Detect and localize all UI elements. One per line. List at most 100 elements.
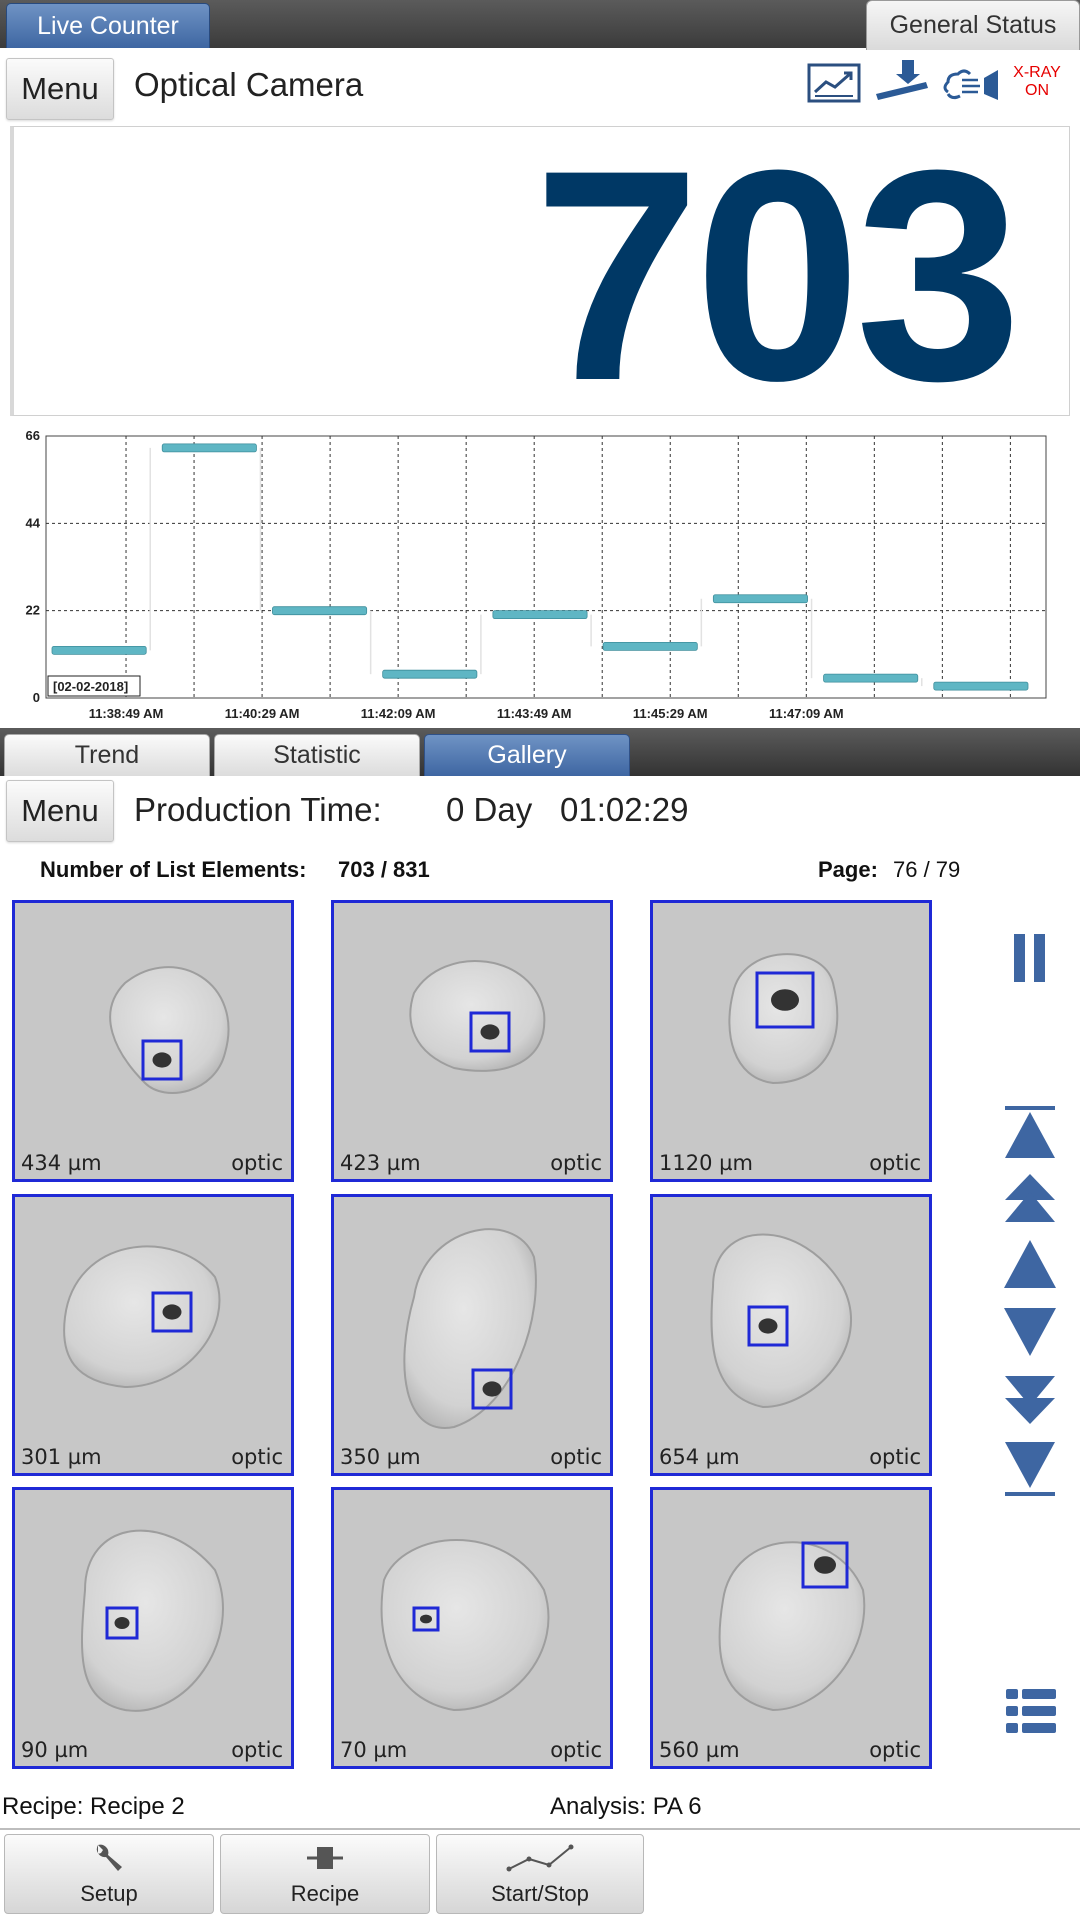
chart-bar — [602, 641, 698, 651]
detection-source: optic — [869, 1445, 921, 1469]
production-time-label: Production Time: — [134, 791, 382, 828]
list-elements-label: Number of List Elements: — [40, 857, 307, 882]
first-page-icon[interactable] — [1000, 1104, 1060, 1162]
gallery-thumbnail[interactable]: 560 µm optic — [650, 1487, 932, 1769]
menu-button[interactable]: Menu — [6, 58, 114, 120]
particle-size: 434 µm — [21, 1151, 102, 1175]
wrench-icon — [96, 1844, 122, 1871]
tab-statistic[interactable]: Statistic — [214, 734, 420, 776]
chart-bar — [823, 673, 919, 683]
recipe-icon — [307, 1847, 343, 1869]
setup-button[interactable]: Setup — [4, 1834, 214, 1914]
particle-image — [15, 1490, 291, 1766]
particle-image — [653, 903, 929, 1179]
gallery-thumbnail[interactable]: 350 µm optic — [331, 1194, 613, 1476]
chart-y-tick-label: 66 — [26, 428, 40, 443]
page-down-fast-icon[interactable] — [1000, 1374, 1060, 1426]
trend-chart: 0 22 44 66 11:38:49 AM 11:40:29 AM 11:42:09 AM… — [26, 428, 1047, 721]
particle-image — [15, 1197, 291, 1473]
particle-size: 90 µm — [21, 1738, 89, 1762]
page-up-fast-icon[interactable] — [1000, 1172, 1060, 1224]
air-blast-icon[interactable] — [940, 66, 1002, 104]
production-days: 0 Day — [446, 791, 533, 828]
production-time-value: 01:02:29 — [560, 791, 689, 828]
gallery-thumbnail[interactable]: 434 µm optic — [12, 900, 294, 1182]
trend-line-icon — [506, 1844, 574, 1872]
chart-x-tick-label: 11:42:09 AM — [361, 706, 436, 721]
particle-size: 301 µm — [21, 1445, 102, 1469]
page-down-icon[interactable] — [1000, 1306, 1060, 1358]
xray-status-indicator: X-RAY ON — [1004, 64, 1070, 100]
gallery-thumbnail[interactable]: 301 µm optic — [12, 1194, 294, 1476]
tab-live-counter[interactable]: Live Counter — [6, 3, 210, 48]
last-page-icon[interactable] — [1000, 1440, 1060, 1498]
list-elements-value: 703 / 831 — [338, 857, 430, 882]
chart-x-tick-label: 11:40:29 AM — [225, 706, 300, 721]
analysis-status: Analysis: PA 6 — [550, 1793, 702, 1820]
chart-x-tick-label: 11:43:49 AM — [497, 706, 572, 721]
setup-label: Setup — [80, 1881, 138, 1906]
detection-source: optic — [231, 1445, 283, 1469]
page-title: Optical Camera — [134, 66, 364, 103]
particle-image — [653, 1490, 929, 1766]
chart-plot-area — [45, 435, 1047, 699]
detection-source: optic — [869, 1151, 921, 1175]
gallery-thumbnail[interactable]: 1120 µm optic — [650, 900, 932, 1182]
gallery-thumbnail[interactable]: 70 µm optic — [331, 1487, 613, 1769]
tab-trend[interactable]: Trend — [4, 734, 210, 776]
page-up-icon[interactable] — [1000, 1238, 1060, 1290]
chart-x-tick-label: 11:45:29 AM — [633, 706, 708, 721]
chart-bar — [161, 443, 257, 453]
detection-source: optic — [550, 1445, 602, 1469]
tab-general-status[interactable]: General Status — [866, 0, 1080, 50]
particle-image — [334, 903, 610, 1179]
xray-label: X-RAY — [1013, 64, 1061, 81]
gallery-thumbnail[interactable]: 654 µm optic — [650, 1194, 932, 1476]
start-stop-label: Start/Stop — [491, 1881, 589, 1906]
conveyor-icon[interactable] — [874, 58, 930, 104]
particle-image — [653, 1197, 929, 1473]
chart-y-tick-label: 22 — [26, 603, 40, 618]
counter-panel — [10, 126, 1070, 416]
chart-x-tick-label: 11:47:09 AM — [769, 706, 844, 721]
detection-source: optic — [231, 1151, 283, 1175]
particle-size: 70 µm — [340, 1738, 408, 1762]
chart-bar — [272, 606, 368, 616]
detection-source: optic — [550, 1151, 602, 1175]
trend-report-icon[interactable] — [806, 62, 864, 104]
gallery-thumbnail[interactable]: 90 µm optic — [12, 1487, 294, 1769]
list-view-icon[interactable] — [1000, 1686, 1060, 1738]
live-counter-value: 703 — [533, 107, 1022, 443]
detection-source: optic — [869, 1738, 921, 1762]
page-label: Page: — [818, 857, 878, 882]
recipe-label: Recipe — [290, 1881, 360, 1906]
pause-icon[interactable] — [1000, 930, 1060, 986]
gallery-thumbnail[interactable]: 423 µm optic — [331, 900, 613, 1182]
chart-x-tick-label: 11:38:49 AM — [89, 706, 164, 721]
xray-state: ON — [1025, 82, 1049, 99]
chart-date-text: [02-02-2018] — [53, 679, 128, 694]
gallery-menu-button[interactable]: Menu — [6, 780, 114, 842]
tab-gallery[interactable]: Gallery — [424, 734, 630, 776]
chart-date-label: [02-02-2018] — [47, 675, 141, 697]
recipe-button[interactable]: Recipe — [220, 1834, 430, 1914]
start-stop-button[interactable]: Start/Stop — [436, 1834, 644, 1914]
particle-size: 350 µm — [340, 1445, 421, 1469]
chart-bar — [712, 594, 808, 604]
particle-image — [15, 903, 291, 1179]
chart-bar — [51, 645, 147, 655]
particle-size: 423 µm — [340, 1151, 421, 1175]
chart-bar — [492, 610, 588, 620]
chart-y-tick-label: 44 — [26, 515, 41, 530]
recipe-status: Recipe: Recipe 2 — [2, 1793, 185, 1820]
chart-bar — [933, 681, 1029, 691]
chart-bar — [382, 669, 478, 679]
particle-size: 560 µm — [659, 1738, 740, 1762]
particle-size: 1120 µm — [659, 1151, 753, 1175]
page-value: 76 / 79 — [893, 857, 961, 882]
particle-image — [334, 1197, 610, 1473]
particle-image — [334, 1490, 610, 1766]
detection-source: optic — [550, 1738, 602, 1762]
chart-y-tick-label: 0 — [33, 690, 40, 705]
particle-size: 654 µm — [659, 1445, 740, 1469]
